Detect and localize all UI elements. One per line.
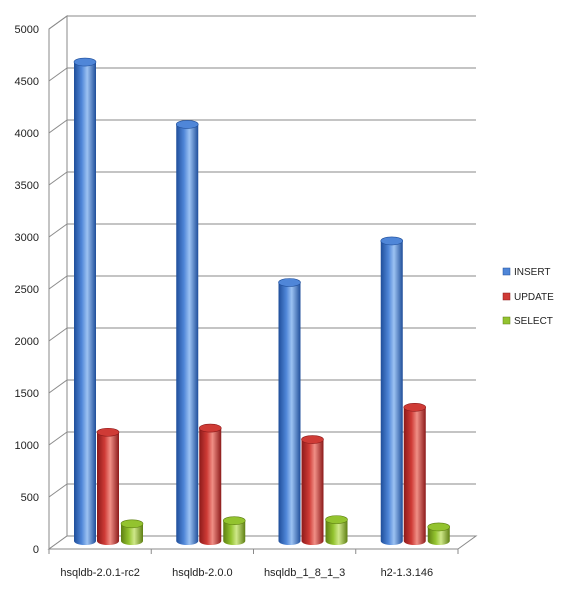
y-tick-label: 4000 [15, 128, 39, 140]
gridline-side [48, 15, 68, 30]
bar-update [301, 435, 324, 545]
bar-insert [380, 236, 404, 545]
y-axis-ticks: 0 500 1000 1500 2000 2500 3000 3500 4000 4500 5000 [15, 24, 39, 556]
legend-item: INSERT [502, 267, 551, 278]
legend: INSERT UPDATE SELECT [502, 267, 554, 327]
bar-select [222, 516, 246, 545]
legend-label: SELECT [514, 316, 553, 327]
y-tick-label: 3000 [15, 232, 39, 244]
gridline-side [48, 119, 68, 134]
bars [73, 57, 451, 546]
x-tick-label: hsqldb_1_8_1_3 [264, 567, 345, 579]
y-tick-label: 2500 [15, 284, 39, 296]
y-tick-label: 500 [21, 492, 39, 504]
gridline-side [48, 327, 68, 342]
bar-select [120, 519, 144, 545]
x-tick-label: hsqldb-2.0.1-rc2 [60, 567, 140, 579]
bar-update [198, 423, 222, 545]
x-axis-ticks: hsqldb-2.0.1-rc2 hsqldb-2.0.0 hsqldb_1_8_1… [48, 549, 459, 579]
y-tick-label: 3500 [15, 180, 39, 192]
x-tick-label: h2-1.3.146 [381, 567, 434, 579]
y-tick-label: 1500 [15, 388, 39, 400]
legend-swatch [502, 292, 511, 301]
legend-swatch [502, 316, 511, 325]
gridline-side [48, 431, 68, 446]
gridline-side [48, 171, 68, 186]
y-tick-label: 2000 [15, 336, 39, 348]
legend-item: UPDATE [502, 292, 554, 303]
x-tick-label: hsqldb-2.0.0 [172, 567, 233, 579]
bar-update [403, 402, 427, 545]
gridline-side [48, 379, 68, 394]
y-tick-label: 0 [33, 544, 39, 556]
bar-insert [175, 120, 199, 546]
y-tick-label: 5000 [15, 24, 39, 36]
y-tick-label: 4500 [15, 76, 39, 88]
legend-swatch [502, 267, 511, 276]
bar-insert [278, 278, 301, 545]
gridline-side [48, 483, 68, 498]
bar-select [427, 522, 451, 545]
legend-label: INSERT [514, 267, 551, 278]
gridline-side [48, 67, 68, 82]
gridlines [48, 15, 476, 498]
legend-label: UPDATE [514, 292, 554, 303]
legend-item: SELECT [502, 316, 553, 327]
gridline-side [48, 223, 68, 238]
y-tick-label: 1000 [15, 440, 39, 452]
bar-update [96, 427, 120, 545]
floor [47, 535, 478, 550]
bar-insert [73, 57, 97, 546]
bar-select [325, 515, 348, 545]
gridline-side [48, 275, 68, 290]
